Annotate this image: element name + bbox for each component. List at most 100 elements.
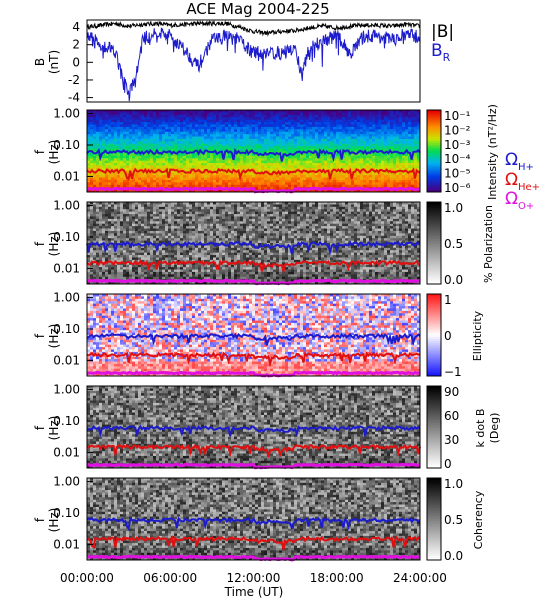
spectrogram-cell [411, 114, 415, 118]
spectrogram-cell [213, 146, 217, 149]
spectrogram-cell [93, 216, 97, 220]
spectrogram-cell [336, 146, 340, 149]
spectrogram-cell [249, 126, 253, 130]
spectrogram-cell [390, 163, 394, 166]
spectrogram-cell [180, 182, 184, 186]
spectrogram-cell [102, 160, 106, 164]
spectrogram-cell [288, 187, 292, 190]
spectrogram-cell [417, 122, 421, 125]
spectrogram-cell [333, 148, 337, 152]
spectrogram-cell [282, 184, 286, 188]
spectrogram-cell [177, 206, 181, 210]
spectrogram-cell [309, 184, 313, 188]
spectrogram-cell [138, 122, 142, 125]
spectrogram-cell [93, 276, 97, 280]
spectrogram-cell [165, 216, 169, 220]
spectrogram-cell [114, 124, 118, 128]
spectrogram-cell [312, 172, 316, 176]
spectrogram-cell [264, 146, 268, 149]
spectrogram-cell [123, 131, 127, 135]
spectrogram-cell [186, 221, 190, 225]
spectrogram-cell [309, 153, 313, 157]
spectrogram-cell [150, 175, 154, 178]
spectrogram-cell [273, 160, 277, 164]
spectrogram-cell [417, 138, 421, 142]
spectrogram-cell [90, 238, 94, 241]
spectrogram-cell [117, 112, 121, 116]
spectrogram-cell [312, 124, 316, 128]
spectrogram-cell [393, 124, 397, 128]
spectrogram-cell [96, 189, 100, 193]
spectrogram-cell [303, 117, 307, 121]
spectrogram-cell [282, 175, 286, 178]
spectrogram-cell [204, 126, 208, 130]
spectrogram-cell [282, 163, 286, 166]
spectrogram-cell [411, 172, 415, 176]
spectrogram-cell [309, 117, 313, 121]
spectrogram-cell [129, 240, 133, 244]
spectrogram-cell [306, 153, 310, 157]
spectrogram-cell [297, 189, 301, 193]
spectrogram-cell [369, 112, 373, 116]
spectrogram-cell [219, 134, 223, 137]
spectrogram-cell [342, 129, 346, 133]
spectrogram-cell [198, 114, 202, 118]
spectrogram-cell [132, 250, 136, 254]
spectrogram-cell [237, 143, 241, 147]
spectrogram-cell [225, 138, 229, 142]
spectrogram-cell [162, 146, 166, 149]
spectrogram-cell [384, 138, 388, 142]
spectrogram-cell [315, 141, 319, 145]
spectrogram-cell [186, 158, 190, 162]
spectrogram-cell [183, 163, 187, 166]
spectrogram-cell [198, 182, 202, 186]
spectrogram-cell [348, 175, 352, 178]
spectrogram-cell [123, 153, 127, 157]
spectrogram-cell [402, 126, 406, 130]
spectrogram-cell [159, 238, 163, 241]
spectrogram-cell [138, 158, 142, 162]
spectrogram-cell [309, 163, 313, 166]
spectrogram-cell [252, 134, 256, 137]
spectrogram-cell [180, 245, 184, 249]
spectrogram-cell [117, 271, 121, 275]
spectrogram-cell [120, 170, 124, 174]
spectrogram-cell [99, 131, 103, 135]
spectrogram-cell [231, 126, 235, 130]
spectrogram-cell [114, 126, 118, 130]
spectrogram-cell [417, 184, 421, 188]
spectrogram-cell [297, 158, 301, 162]
spectrogram-cell [126, 245, 130, 249]
spectrogram-cell [117, 131, 121, 135]
spectrogram-cell [108, 155, 112, 159]
spectrogram-cell [306, 165, 310, 169]
spectrogram-cell [207, 172, 211, 176]
spectrogram-cell [255, 136, 259, 140]
spectrogram-cell [372, 158, 376, 162]
spectrogram-cell [333, 182, 337, 186]
spectrogram-cell [108, 271, 112, 275]
spectrogram-cell [129, 257, 133, 261]
spectrogram-cell [201, 122, 205, 125]
spectrogram-cell [315, 155, 319, 159]
spectrogram-cell [210, 143, 214, 147]
spectrogram-cell [225, 143, 229, 147]
spectrogram-cell [150, 126, 154, 130]
spectrogram-cell [138, 247, 142, 251]
spectrogram-cell [156, 238, 160, 241]
spectrogram-cell [351, 146, 355, 149]
spectrogram-cell [408, 141, 412, 145]
spectrogram-cell [135, 136, 139, 140]
spectrogram-cell [207, 155, 211, 159]
spectrogram-cell [231, 177, 235, 181]
spectrogram-cell [249, 138, 253, 142]
spectrogram-cell [114, 141, 118, 145]
spectrogram-cell [360, 155, 364, 159]
spectrogram-cell [117, 276, 121, 280]
spectrogram-cell [171, 252, 175, 256]
spectrogram-cell [150, 129, 154, 133]
spectrogram-cell [99, 238, 103, 241]
spectrogram-cell [204, 177, 208, 181]
spectrogram-cell [348, 146, 352, 149]
spectrogram-cell [279, 184, 283, 188]
